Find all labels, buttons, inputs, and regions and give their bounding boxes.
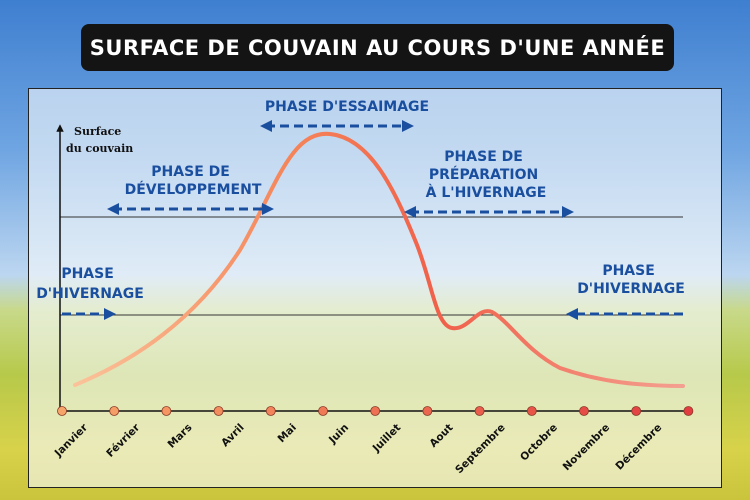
phase-label-preparation: PHASE DE PRÉPARATION À L'HIVERNAGE — [426, 149, 547, 201]
phase-preparation-line-3: À L'HIVERNAGE — [426, 184, 547, 201]
month-label: Aout — [427, 422, 455, 450]
month-label: Mars — [166, 422, 195, 451]
month-marker — [265, 406, 276, 416]
chart-title: SURFACE DE COUVAIN AU COURS D'UNE ANNÉE — [89, 35, 666, 60]
month-marker — [526, 406, 537, 416]
month-label: Novembre — [561, 422, 612, 473]
month-label: Septembre — [453, 422, 508, 477]
month-marker — [370, 406, 381, 416]
month-marker — [318, 406, 328, 416]
phase-hivernage-left-line-1: PHASE — [61, 266, 113, 282]
month-marker — [683, 406, 694, 416]
month-marker — [631, 406, 642, 416]
phase-essaimage-line-1: PHASE D'ESSAIMAGE — [265, 99, 429, 115]
month-label: Octobre — [518, 422, 560, 464]
phase-developpement-line-1: PHASE DE — [151, 164, 230, 180]
month-markers — [57, 406, 694, 416]
month-label: Juin — [326, 422, 351, 447]
month-marker — [422, 406, 433, 416]
month-marker — [213, 406, 224, 416]
phase-label-hivernage-left: PHASE D'HIVERNAGE — [36, 266, 144, 302]
phase-hivernage-left-line-2: D'HIVERNAGE — [36, 286, 144, 302]
month-label: Mai — [275, 422, 298, 445]
phase-label-developpement: PHASE DE DÉVELOPPEMENT — [125, 164, 262, 198]
phase-hivernage-right-line-2: D'HIVERNAGE — [577, 281, 685, 297]
month-marker — [579, 406, 589, 416]
phase-preparation-line-1: PHASE DE — [444, 149, 523, 165]
month-marker — [109, 406, 120, 416]
y-axis-label-line-2: du couvain — [66, 142, 133, 155]
month-label: Décembre — [613, 422, 664, 473]
month-label: Février — [104, 421, 143, 460]
phase-label-hivernage-right: PHASE D'HIVERNAGE — [577, 263, 685, 297]
brood-surface-curve — [73, 131, 685, 388]
month-label: Janvier — [52, 421, 91, 460]
y-axis-label-line-1: Surface — [74, 125, 121, 138]
phase-developpement-line-2: DÉVELOPPEMENT — [125, 181, 262, 198]
phase-hivernage-right-line-1: PHASE — [602, 263, 654, 279]
month-marker — [161, 406, 172, 416]
chart-panel — [28, 88, 722, 488]
month-labels: Janvier Février Mars Avril Mai Juin Juillet Aou… — [52, 421, 665, 476]
title-banner: SURFACE DE COUVAIN AU COURS D'UNE ANNÉE — [81, 24, 674, 71]
month-label: Avril — [219, 422, 247, 450]
phase-preparation-line-2: PRÉPARATION — [429, 166, 538, 183]
month-marker — [57, 406, 67, 416]
phase-label-essaimage: PHASE D'ESSAIMAGE — [265, 99, 429, 115]
y-axis-label: Surface du couvain — [66, 125, 133, 155]
month-marker — [474, 406, 485, 416]
month-label: Juillet — [370, 422, 403, 455]
